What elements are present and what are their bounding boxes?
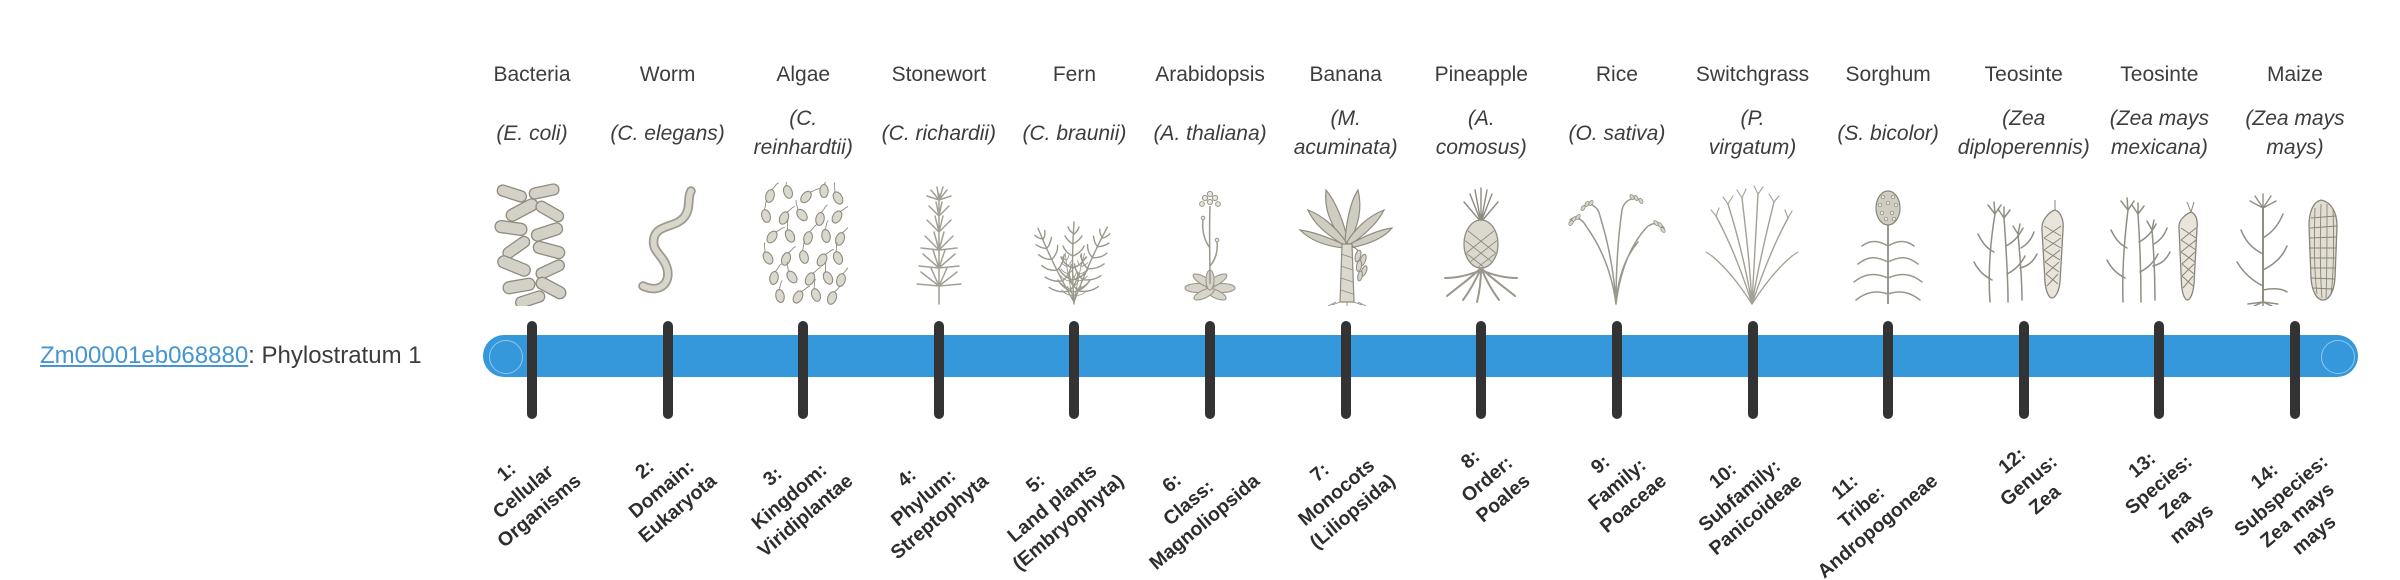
worm-icon — [583, 174, 753, 306]
timeline-tick — [2018, 321, 2029, 419]
timeline-tick — [1069, 321, 1080, 419]
organism-sci-wrap: (Zea diploperennis) — [1939, 96, 2109, 172]
timeline-tick — [933, 321, 944, 419]
bacteria-icon — [447, 174, 617, 306]
organism-sci-wrap: (A. comosus) — [1396, 96, 1566, 172]
organism-name: Worm — [639, 63, 696, 86]
organism-sci-name: (S. bicolor) — [1837, 121, 1939, 145]
timeline-tick — [527, 321, 537, 419]
stratum-label-anchor: 4: Phylum: Streptophyta — [825, 430, 992, 565]
stratum-label-anchor: 3: Kingdom: Viridiplantae — [693, 430, 857, 562]
organism-name: Maize — [2266, 63, 2323, 86]
gene-phylostratum-label: Zm00001eb068880: Phylostratum 1 — [40, 342, 422, 370]
timeline-tick — [1883, 321, 1894, 419]
bar-cap-highlight-left — [489, 340, 523, 374]
stonewort-icon — [854, 174, 1024, 306]
organism-sci-name: (C. elegans) — [610, 121, 725, 145]
timeline-tick — [1611, 321, 1622, 419]
organism-sci-name: (C. richardii) — [881, 121, 997, 145]
stratum-label-anchor: 8: Order: Poales — [1424, 430, 1535, 527]
arabidopsis-icon — [1125, 174, 1295, 306]
sorghum-icon — [1803, 174, 1973, 306]
stratum-label-anchor: 7: Monocots (Liliopsida) — [1248, 430, 1400, 554]
organism-sci-wrap: (M. acuminata) — [1261, 96, 1431, 172]
gene-link[interactable]: Zm00001eb068880 — [40, 342, 249, 369]
organism-name: Pineapple — [1434, 63, 1528, 86]
maize-icon — [2210, 174, 2380, 306]
stratum-label: 14: Subspecies: Zea mays mays — [2230, 450, 2341, 560]
organism-sci-name: (A. comosus) — [1435, 107, 1527, 159]
stratum-label: 1: Cellular Organisms — [488, 457, 586, 553]
timeline-tick — [1476, 321, 1487, 419]
organism-sci-name: (E. coli) — [496, 121, 568, 145]
organism-sci-name: (Zea mays mexicana) — [2109, 107, 2209, 159]
organism-sci-wrap: (O. sativa) — [1532, 96, 1702, 172]
stratum-label-anchor: 5: Land plants (Embryophyta) — [943, 430, 1128, 576]
organism-sci-wrap: (C. richardii) — [854, 96, 1024, 172]
stratum-label-anchor: 11: Tribe: Andropogoneae — [1745, 430, 1942, 580]
stratum-label-anchor: 9: Family: Poaceae — [1544, 430, 1671, 538]
teosinte-diploperennis-icon — [1939, 174, 2109, 306]
organism-name: Sorghum — [1845, 63, 1931, 86]
timeline-tick — [1205, 321, 1216, 419]
organism-sci-wrap: (C. braunii) — [989, 96, 1159, 172]
organism-sci-wrap: (P. virgatum) — [1668, 96, 1838, 172]
organism-name: Bacteria — [493, 63, 571, 86]
organism-sci-name: (Zea diploperennis) — [1957, 107, 2090, 159]
pineapple-icon — [1396, 174, 1566, 306]
timeline-tick — [2289, 321, 2300, 419]
organism-sci-name: (O. sativa) — [1568, 121, 1666, 145]
organism-sci-name: (A. thaliana) — [1153, 121, 1267, 145]
organism-name: Algae — [776, 63, 831, 86]
organism-name: Stonewort — [891, 63, 987, 86]
organism-sci-name: (M. acuminata) — [1293, 107, 1398, 159]
timeline-tick — [798, 321, 809, 419]
organism-sci-name: (C. braunii) — [1022, 121, 1127, 145]
stratum-label-anchor: 1: Cellular Organisms — [436, 430, 586, 553]
organism-name: Switchgrass — [1695, 63, 1810, 86]
banana-icon — [1261, 174, 1431, 306]
organism-name: Arabidopsis — [1155, 63, 1265, 86]
stratum-label-anchor: 13: Species: Zea mays — [2085, 430, 2218, 548]
organism-name: Teosinte — [1984, 63, 2063, 86]
timeline-tick — [2154, 321, 2165, 419]
stratum-label-anchor: 14: Subspecies: Zea mays mays — [2186, 430, 2340, 559]
switchgrass-icon — [1668, 174, 1838, 306]
timeline-tick — [1340, 321, 1351, 419]
phylostratum-text: : Phylostratum 1 — [248, 342, 422, 369]
stratum-label: 12: Genus: Zea — [1993, 443, 2065, 520]
stratum-label: 11: Tribe: Andropogoneae — [1813, 470, 1943, 580]
stratum-label-anchor: 6: Class: Magnoliopsida — [1080, 430, 1264, 575]
stratum-label: 8: Order: Poales — [1457, 445, 1536, 528]
teosinte-mexicana-icon — [2074, 174, 2244, 306]
timeline-bar — [483, 335, 2358, 377]
organism-sci-wrap: (C. reinhardtii) — [718, 96, 888, 172]
stratum-label: 6: Class: Magnoliopsida — [1145, 469, 1264, 575]
organism-sci-name: (P. virgatum) — [1708, 107, 1797, 159]
stratum-label-anchor: 12: Genus: Zea — [1963, 430, 2065, 519]
organism-sci-name: (C. reinhardtii) — [753, 107, 853, 159]
organism-name: Rice — [1595, 63, 1638, 86]
organism-name: Banana — [1309, 63, 1382, 86]
organism-name: Teosinte — [2120, 63, 2199, 86]
timeline-tick — [662, 321, 673, 419]
organism-sci-wrap: (S. bicolor) — [1803, 96, 1973, 172]
rice-icon — [1532, 174, 1702, 306]
organism-sci-wrap: (C. elegans) — [583, 96, 753, 172]
timeline-tick — [1747, 321, 1758, 419]
organism-sci-wrap: (A. thaliana) — [1125, 96, 1295, 172]
organism-sci-wrap: (Zea mays mexicana) — [2074, 96, 2244, 172]
stratum-label-anchor: 2: Domain: Eukaryota — [579, 430, 722, 548]
stratum-label-anchor: 10: Subfamily: Panicoideae — [1645, 430, 1806, 560]
organism-sci-name: (Zea mays mays) — [2245, 107, 2345, 159]
bar-cap-highlight-right — [2321, 340, 2355, 374]
organism-sci-wrap: (E. coli) — [447, 96, 617, 172]
stratum-label: 7: Monocots (Liliopsida) — [1293, 454, 1400, 554]
organism-sci-wrap: (Zea mays mays) — [2210, 96, 2380, 172]
organism-name: Fern — [1052, 63, 1097, 86]
